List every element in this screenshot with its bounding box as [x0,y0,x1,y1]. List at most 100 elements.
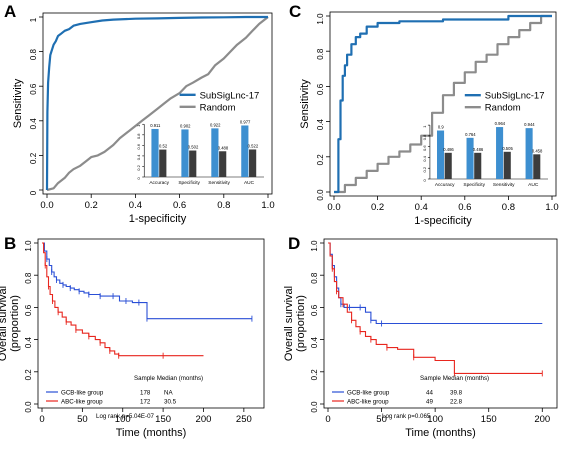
legend-group-name: ABC-like group [347,398,389,405]
y-axis-label: (proportion) [295,295,307,352]
x-tick-label: 0.6 [173,200,186,211]
y-tick-label: 0.6 [29,83,38,95]
inset-bar-value: 0.486 [443,147,454,152]
panel-b-axes: 0 50 100 150 200 250 0.0 0.2 0.4 0.6 0.8 1.0 Time (m… [0,238,265,439]
inset-bar-chart: 0 0.2 0.4 0.6 0.8 1 0.911 0.52 Accuracy 0.902 0.50… [136,119,264,186]
inset-y-tick-label: 0.2 [136,164,141,170]
panel-d-series [328,242,543,377]
inset-bar-chart: 0 0.2 0.4 0.6 0.8 1 0.9 0.486 Accuracy 0.764 0.486… [422,121,548,188]
y-tick-label: 0.0 [316,189,325,201]
inset-y-tick-label: 1 [136,124,141,127]
plot-frame [329,11,557,197]
y-tick-label: 0.6 [316,83,325,95]
x-tick-label: 100 [427,414,443,425]
y-tick-label: 0.0 [24,401,33,413]
inset-bar-value: 0.902 [180,123,191,128]
panel-a-axes: 0.0 0.2 0.4 0.6 0.8 1.0 0 0.2 0.4 0.6 0.8 1 1-specif… [12,12,275,225]
legend-median: 39.8 [450,389,463,396]
y-tick-label: 0.2 [29,152,38,164]
y-axis-label: Overall survival [283,286,295,361]
legend-group-name: ABC-like group [61,398,103,405]
y-tick-label: 0.8 [316,48,325,60]
abc-like-curve [42,242,204,357]
legend-group-name: GCB-like group [61,389,104,396]
random-curve [334,14,552,194]
inset-bar-value: 0.964 [495,121,506,126]
inset-bar-value: 0.502 [188,145,199,150]
inset-bar-value: 0.458 [532,148,543,153]
y-tick-label: 1.0 [24,240,33,252]
legend-group-name: GCB-like group [347,389,390,396]
legend-median: NA [164,389,173,396]
y-axis-label: Sensitivity [299,79,311,129]
inset-y-tick-label: 0 [422,179,427,182]
panel-label-d: D [288,234,300,253]
y-tick-label: 1.0 [316,13,325,25]
inset-bar [525,128,533,179]
x-tick-label: 150 [481,414,497,425]
panel-a-series [45,15,269,192]
inset-bar-value: 0.977 [240,119,251,124]
y-tick-label: 0.6 [310,304,319,316]
x-axis-label: 1-specificity [129,213,187,225]
y-tick-label: 0.4 [24,336,33,348]
inset-bar [241,125,249,177]
y-tick-label: 1.0 [310,240,319,252]
plot-frame [42,12,273,195]
x-tick-label: 0.4 [129,200,142,211]
inset-category-label: Accuracy [435,182,455,188]
legend-sample-size: 44 [426,389,433,396]
plot-frame [323,238,558,409]
inset-y-tick-label: 0 [136,177,141,180]
y-tick-label: 1 [29,17,38,22]
inset-bar-value: 0.911 [150,123,161,128]
inset-bar [151,128,159,177]
inset-bar [503,151,511,179]
x-tick-label: 150 [155,414,171,425]
y-tick-label: 0.2 [310,369,319,381]
y-tick-label: 0.8 [310,272,319,284]
inset-y-tick-label: 0.4 [422,155,427,161]
x-tick-label: 0.0 [327,202,340,213]
subsiglnc17-curve [334,14,552,194]
inset-bar [211,128,219,177]
inset-bar [466,137,474,179]
legend-header: Sample Median (months) [420,375,489,382]
log-rank-note: Log rank p=5.04E-07 [96,413,155,420]
x-tick-label: 200 [534,414,550,425]
legend-sample-size: 178 [140,389,151,396]
x-tick-label: 0.8 [502,202,515,213]
inset-bar [219,151,227,177]
legend-label: Random [485,103,521,114]
x-tick-label: 1.0 [545,202,558,213]
inset-y-tick-label: 0.8 [136,133,141,139]
inset-bar [474,152,482,179]
log-rank-note: Log rank p=0.065 [382,413,431,420]
y-axis-label: (proportion) [9,295,21,352]
inset-category-label: Specificity [178,180,200,186]
x-tick-label: 100 [115,414,131,425]
panel-label-a: A [4,2,16,21]
inset-y-tick-label: 1 [422,125,427,128]
x-tick-label: 0.8 [217,200,230,211]
legend-sample-size: 49 [426,398,433,405]
inset-bar-value: 0.922 [210,122,221,127]
x-tick-label: 0.2 [371,202,384,213]
y-tick-label: 0.4 [29,118,38,130]
x-tick-label: 200 [196,414,212,425]
inset-category-label: Sensitivity [208,180,230,186]
y-tick-label: 0.8 [29,48,38,60]
legend: Sample Median (months) GCB-like group 178 N… [46,375,203,420]
inset-bar [159,149,167,177]
gcb-like-curve [328,242,543,325]
inset-bar-value: 0.488 [218,145,229,150]
inset-y-tick-label: 0.8 [422,134,427,140]
inset-bar [533,154,541,179]
x-tick-label: 0.2 [85,200,98,211]
inset-bar-value: 0.505 [502,146,513,151]
panel-label-b: B [4,234,16,253]
inset-bar [189,150,197,177]
x-tick-label: 50 [77,414,88,425]
